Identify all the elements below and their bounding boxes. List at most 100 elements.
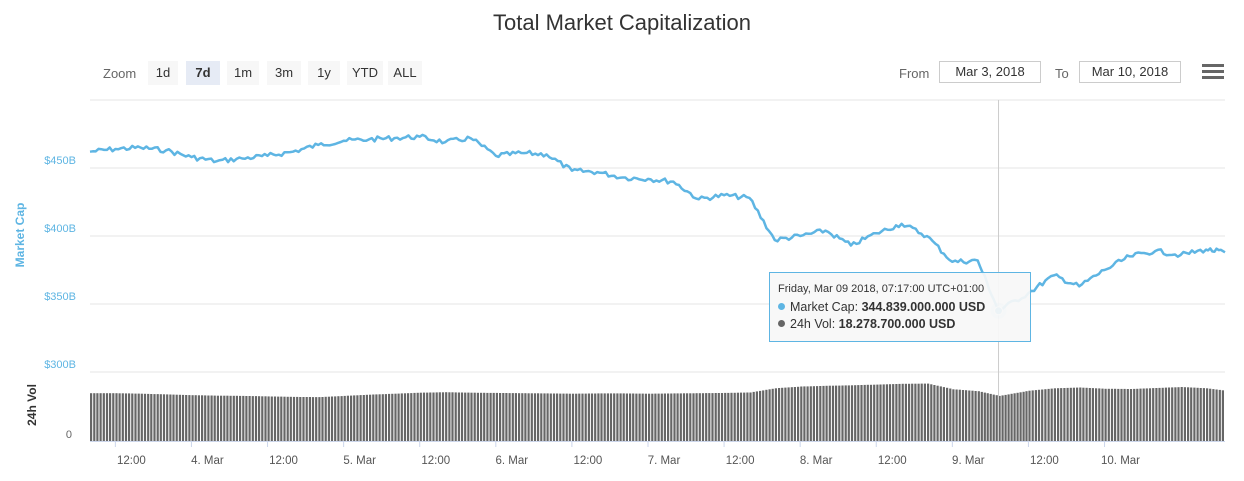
volume-bar (986, 393, 989, 441)
volume-bar (1177, 387, 1180, 441)
volume-bar (648, 393, 651, 441)
volume-bar (714, 393, 717, 441)
tooltip-value: 344.839.000.000 USD (861, 300, 986, 314)
volume-bar (413, 392, 416, 441)
volume-bar (1104, 388, 1107, 441)
volume-bar (99, 393, 102, 441)
volume-bar (476, 392, 479, 441)
volume-bar (1120, 388, 1123, 441)
zoom-1d-button[interactable]: 1d (148, 61, 178, 85)
volume-bar (800, 386, 803, 441)
volume-bar (1047, 388, 1050, 441)
volume-bar (239, 395, 242, 441)
x-tick-label: 12:00 (726, 455, 755, 467)
volume-bar (296, 396, 299, 441)
volume-bar (419, 392, 422, 441)
volume-bar (876, 384, 879, 441)
volume-bar (242, 395, 245, 441)
x-tick-label: 10. Mar (1101, 455, 1140, 467)
volume-bar (667, 393, 670, 441)
volume-bar (992, 394, 995, 441)
volume-bar (318, 397, 321, 441)
volume-bar (188, 395, 191, 441)
volume-bar (131, 393, 134, 441)
volume-bar (1082, 387, 1085, 441)
volume-bar (819, 386, 822, 441)
from-date-input[interactable] (939, 61, 1041, 83)
series-dot-icon (778, 320, 785, 327)
volume-bar (102, 393, 105, 441)
tooltip: Friday, Mar 09 2018, 07:17:00 UTC+01:00 … (769, 272, 1031, 342)
volume-bar (1136, 388, 1139, 441)
volume-bar (901, 383, 904, 441)
volume-bar (831, 385, 835, 441)
zoom-all-button[interactable]: ALL (388, 61, 422, 85)
volume-bar (375, 394, 378, 441)
volume-bar (381, 394, 384, 441)
volume-bar (822, 385, 825, 441)
volume-bar (1069, 387, 1072, 441)
zoom-7d-button[interactable]: 7d (186, 61, 220, 85)
volume-bar (337, 396, 340, 441)
market-cap-series-line (89, 133, 1226, 313)
volume-bar (1010, 393, 1013, 441)
y-tick-label: $400B (44, 223, 76, 235)
volume-bar (1050, 388, 1053, 441)
zoom-1m-button[interactable]: 1m (227, 61, 259, 85)
volume-bar (175, 394, 178, 441)
volume-bar (705, 393, 708, 441)
x-tick-label: 12:00 (878, 455, 907, 467)
volume-bar (587, 393, 590, 441)
volume-bar (394, 393, 397, 441)
volume-bar (727, 392, 730, 441)
volume-bar (207, 395, 210, 441)
zoom-ytd-button[interactable]: YTD (347, 61, 383, 85)
volume-bar (609, 393, 613, 441)
zoom-1y-button[interactable]: 1y (308, 61, 340, 85)
volume-bar (1221, 390, 1224, 441)
x-tick-label: 6. Mar (496, 455, 529, 467)
volume-bar (93, 393, 96, 441)
volume-bar (616, 393, 619, 441)
volume-bar (771, 388, 774, 441)
volume-bar (372, 394, 375, 441)
volume-bar (229, 395, 232, 441)
zoom-3m-button[interactable]: 3m (267, 61, 301, 85)
volume-bar (391, 393, 394, 441)
volume-bar (629, 393, 632, 441)
volume-bar (888, 384, 892, 441)
volume-bar (660, 393, 663, 441)
volume-bar (315, 397, 318, 441)
volume-bar (1028, 390, 1031, 441)
volume-bar (473, 392, 476, 441)
volume-bar (533, 393, 537, 441)
volume-bar (1199, 388, 1202, 441)
y-tick-label: $300B (44, 359, 76, 371)
volume-bar (492, 392, 495, 441)
volume-bar (432, 392, 435, 441)
volume-bar (201, 395, 204, 441)
volume-bar (733, 392, 736, 441)
volume-bar (422, 392, 426, 441)
volume-bar (1218, 389, 1221, 441)
volume-bar (210, 395, 213, 441)
volume-bar (698, 393, 701, 441)
volume-bar (983, 392, 986, 441)
volume-bar (410, 393, 413, 441)
to-date-input[interactable] (1079, 61, 1181, 83)
to-label: To (1055, 66, 1069, 81)
volume-bar (584, 393, 587, 441)
volume-bar (223, 395, 226, 441)
volume-bar (489, 392, 492, 441)
volume-bar (261, 396, 264, 441)
volume-bar (362, 395, 365, 441)
volume-bar (989, 393, 992, 441)
volume-bar (350, 395, 353, 441)
hamburger-menu-icon[interactable] (1202, 64, 1224, 82)
volume-bar (774, 388, 777, 441)
volume-bar (115, 393, 118, 441)
volume-bar (911, 383, 914, 441)
volume-bar (879, 384, 882, 441)
volume-bar (736, 392, 739, 441)
volume-bar (998, 395, 1001, 441)
